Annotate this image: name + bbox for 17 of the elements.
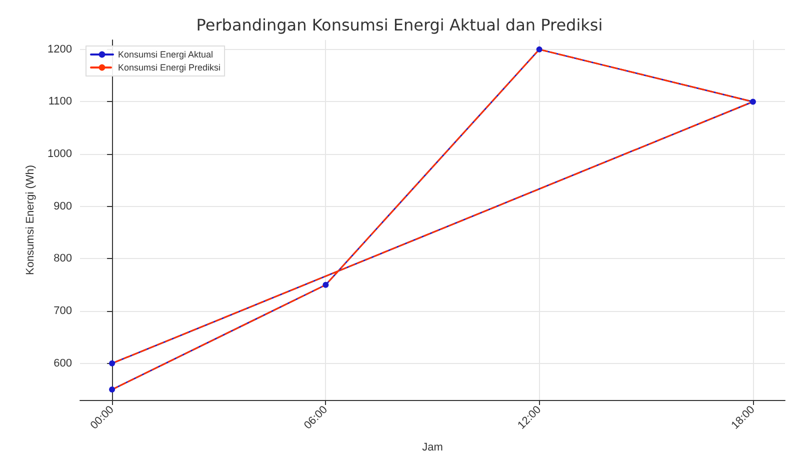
legend-label: Konsumsi Energi Prediksi [118, 62, 221, 72]
point [109, 386, 116, 393]
x-axis-title: Jam [422, 442, 443, 454]
y-tick-label: 900 [54, 200, 72, 212]
chart-title: Perbandingan Konsumsi Energi Aktual dan Prediksi [196, 16, 603, 34]
y-tick-label: 600 [54, 357, 72, 370]
legend-label: Konsumsi Energi Aktual [118, 50, 214, 60]
y-axis-title: Konsumsi Energi (Wh) [24, 164, 36, 276]
point [536, 46, 542, 52]
y-tick-label: 800 [54, 252, 72, 265]
y-tick-label: 1200 [48, 43, 72, 56]
y-tick-label: 700 [54, 305, 72, 318]
y-tick-label: 1100 [48, 96, 72, 108]
point [109, 360, 116, 366]
point [322, 282, 329, 288]
y-tick-label: 1000 [48, 148, 72, 160]
point [750, 98, 756, 105]
